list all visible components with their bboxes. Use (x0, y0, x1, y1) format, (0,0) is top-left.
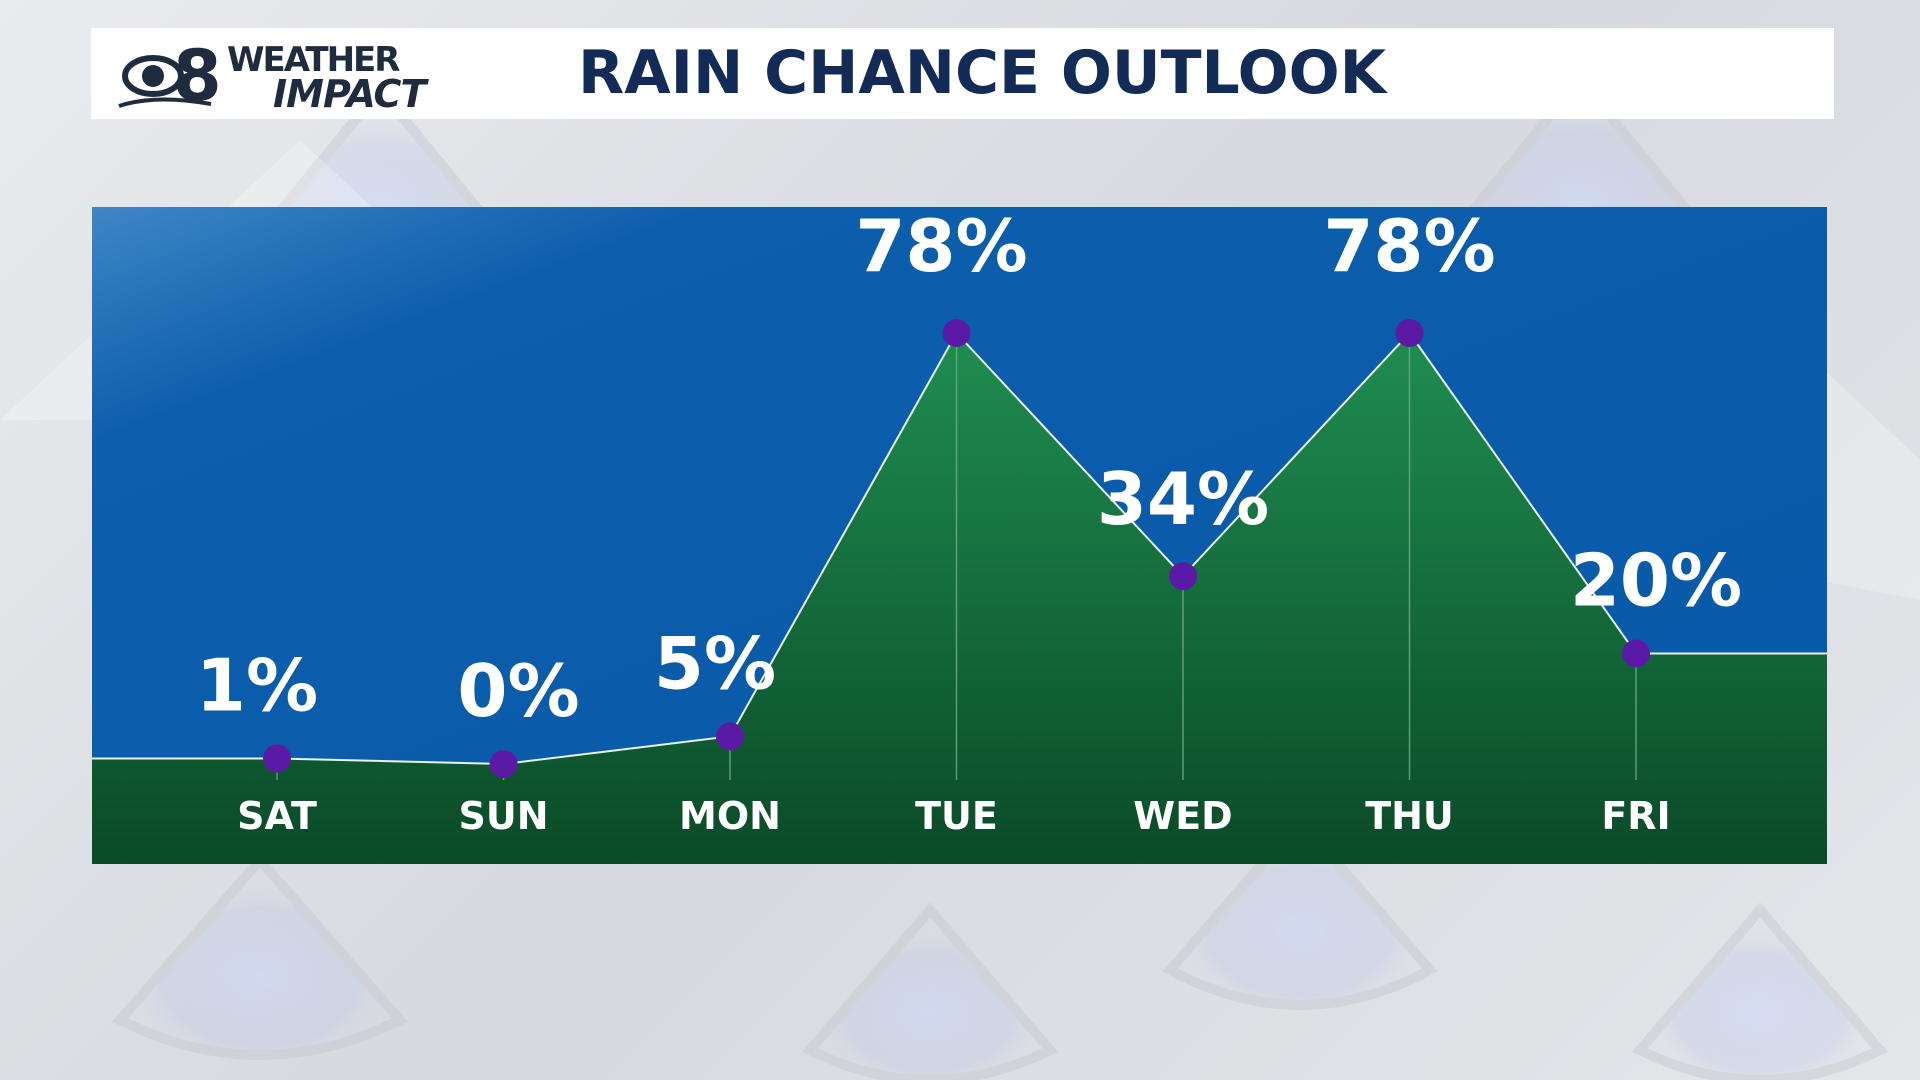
rain-chance-chart: 1% 0% 5% 78% 34% 78% 20% SAT SUN MON TUE WED THU FRI (92, 207, 1827, 864)
value-label-tue: 78% (855, 207, 1027, 288)
data-point-sat (263, 744, 291, 773)
chart-svg: 1% 0% 5% 78% 34% 78% 20% SAT SUN MON TUE WED THU FRI (92, 207, 1827, 864)
data-point-tue (942, 319, 971, 347)
day-label-wed: WED (1133, 794, 1232, 838)
day-label-mon: MON (679, 794, 781, 838)
day-label-thu: THU (1365, 794, 1454, 838)
value-label-mon: 5% (654, 621, 776, 705)
rain-area-fill (92, 333, 1827, 864)
data-point-fri (1622, 639, 1650, 668)
data-point-sun (489, 750, 518, 778)
value-label-sun: 0% (457, 649, 579, 733)
day-label-sun: SUN (458, 794, 548, 838)
day-label-tue: TUE (915, 794, 998, 838)
logo-impact-text: IMPACT (273, 72, 426, 116)
header-bar: 8 WEATHER IMPACT RAIN CHANCE OUTLOOK (91, 28, 1834, 119)
day-label-fri: FRI (1601, 794, 1670, 838)
value-label-wed: 34% (1097, 457, 1269, 541)
value-label-sat: 1% (196, 643, 318, 727)
cbs-eye-icon: 8 (118, 35, 222, 116)
data-point-thu (1395, 319, 1424, 347)
value-label-thu: 78% (1323, 207, 1495, 288)
logo-weather-text: WEATHER (227, 40, 400, 80)
station-logo: 8 WEATHER IMPACT (115, 34, 435, 116)
day-label-sat: SAT (237, 794, 317, 838)
page-title: RAIN CHANCE OUTLOOK (578, 38, 1387, 108)
data-point-wed (1169, 562, 1197, 591)
data-point-mon (716, 722, 744, 751)
value-label-fri: 20% (1570, 538, 1742, 622)
